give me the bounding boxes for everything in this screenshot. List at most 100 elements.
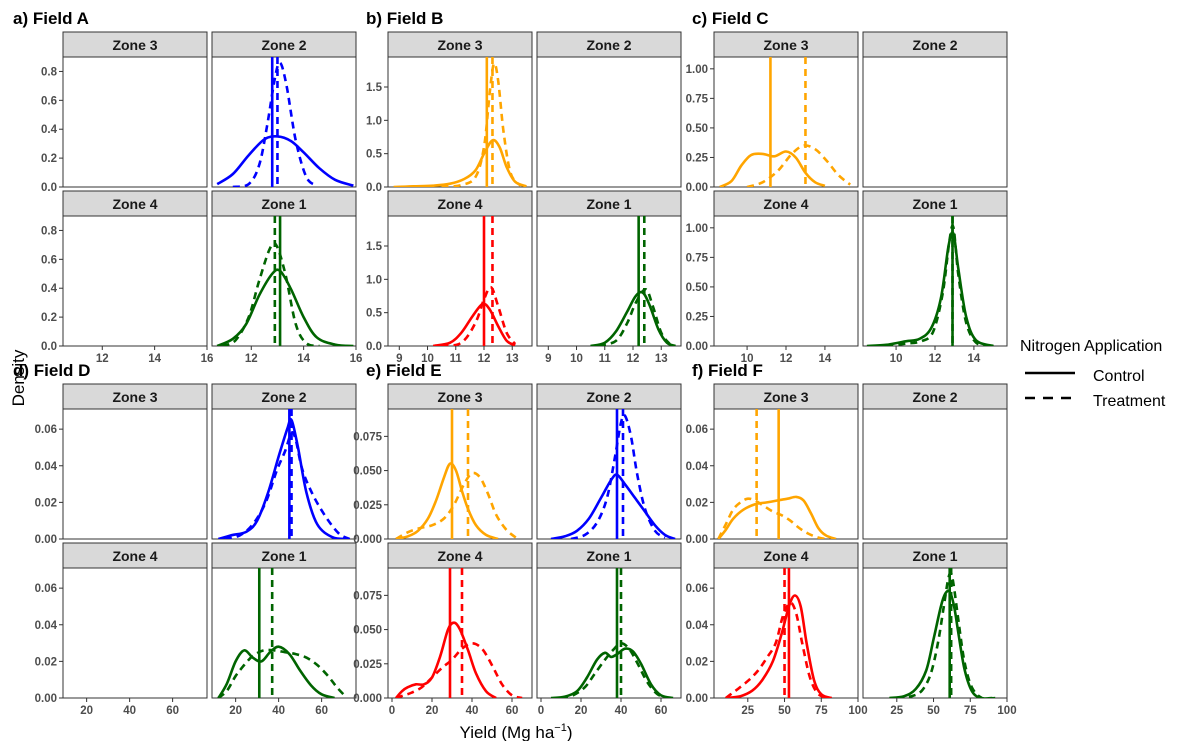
control-density-line bbox=[218, 417, 348, 539]
facet-panel: Zone 2 bbox=[536, 31, 682, 188]
y-tick-label: 0.04 bbox=[35, 620, 58, 632]
facet-plot-area bbox=[536, 408, 682, 540]
x-tick-label: 60 bbox=[315, 705, 328, 717]
x-axis-label-close: ) bbox=[567, 723, 573, 741]
legend: Nitrogen Application Control Treatment bbox=[1020, 338, 1166, 410]
x-tick-label: 20 bbox=[575, 705, 588, 717]
facet-plot-area bbox=[713, 215, 859, 347]
y-tick-label: 0.025 bbox=[353, 659, 382, 671]
facet-strip-label: Zone 4 bbox=[112, 196, 157, 212]
density-layer bbox=[216, 216, 354, 346]
facet-panel: Zone 1 10 12 14 bbox=[862, 190, 1008, 365]
facet-panel: Zone 3 0.00 0.02 0.04 0.06 bbox=[686, 383, 859, 546]
y-tick-label: 0.50 bbox=[686, 282, 708, 294]
y-tick-label: 0.75 bbox=[686, 93, 709, 105]
facet-panel: Zone 3 0.00 0.02 0.04 0.06 bbox=[35, 383, 208, 546]
facet-plot-area bbox=[536, 56, 682, 188]
y-tick-label: 1.0 bbox=[366, 274, 382, 286]
density-layer bbox=[889, 568, 996, 698]
facet-strip-label: Zone 2 bbox=[261, 389, 306, 405]
facet-strip-label: Zone 2 bbox=[586, 37, 631, 53]
y-tick-label: 1.00 bbox=[686, 223, 708, 235]
x-tick-label: 13 bbox=[506, 353, 519, 365]
control-density-line bbox=[395, 462, 499, 539]
y-tick-label: 0.000 bbox=[353, 534, 382, 546]
facet-panel: Zone 1 20 40 60 bbox=[211, 542, 357, 717]
legend-label-treatment: Treatment bbox=[1093, 393, 1166, 410]
facet-strip-label: Zone 4 bbox=[112, 548, 157, 564]
facet-strip bbox=[862, 190, 1008, 217]
y-tick-label: 0.4 bbox=[41, 283, 58, 295]
y-tick-label: 0.8 bbox=[41, 225, 58, 237]
y-tick-label: 0.2 bbox=[41, 153, 57, 165]
y-tick-label: 0.06 bbox=[35, 583, 57, 595]
facet-plot-area bbox=[862, 56, 1008, 188]
facet-plot-area bbox=[862, 408, 1008, 540]
density-layer bbox=[590, 216, 676, 346]
x-tick-label: 60 bbox=[166, 705, 179, 717]
control-density-line bbox=[217, 645, 335, 698]
facet-plot-area bbox=[713, 408, 859, 540]
field-group-1: a) Field A Zone 3 0.0 0.2 0.4 0.6 0.8 Zone 2 Zon… bbox=[13, 9, 362, 365]
facet-strip bbox=[62, 383, 208, 410]
y-tick-label: 0.2 bbox=[41, 312, 57, 324]
x-tick-label: 16 bbox=[350, 353, 363, 365]
control-density-line bbox=[550, 647, 674, 698]
x-tick-label: 14 bbox=[968, 353, 981, 365]
facet-plot-area bbox=[387, 215, 533, 347]
control-density-line bbox=[216, 135, 354, 187]
y-tick-label: 0.02 bbox=[686, 497, 708, 509]
facet-panel: Zone 3 0.00 0.25 0.50 0.75 1.00 bbox=[686, 31, 859, 194]
x-tick-label: 11 bbox=[450, 353, 463, 365]
x-tick-label: 9 bbox=[545, 353, 551, 365]
treatment-density-line bbox=[570, 413, 666, 539]
facet-strip bbox=[387, 31, 533, 58]
y-tick-label: 0.04 bbox=[686, 461, 709, 473]
facet-plot-area bbox=[62, 215, 208, 347]
x-tick-label: 60 bbox=[506, 705, 519, 717]
treatment-density-line bbox=[725, 601, 827, 698]
x-tick-label: 11 bbox=[599, 353, 612, 365]
y-tick-label: 0.04 bbox=[35, 461, 58, 473]
facet-panel: Zone 4 0.000 0.025 0.050 0.075 0 20 40 60 bbox=[353, 542, 533, 717]
x-tick-label: 12 bbox=[245, 353, 258, 365]
density-layer bbox=[550, 409, 676, 539]
y-tick-label: 0.075 bbox=[353, 590, 382, 602]
x-tick-label: 25 bbox=[890, 705, 903, 717]
x-tick-label: 12 bbox=[627, 353, 640, 365]
facet-strip bbox=[536, 190, 682, 217]
density-layer bbox=[395, 568, 523, 698]
facet-panel: Zone 1 0 20 40 60 bbox=[536, 542, 682, 717]
y-tick-label: 0.02 bbox=[35, 497, 57, 509]
facet-panel: Zone 4 0.0 0.5 1.0 1.5 9 10 11 12 13 bbox=[366, 190, 533, 365]
y-tick-label: 0.025 bbox=[353, 500, 382, 512]
y-tick-label: 0.00 bbox=[686, 341, 708, 353]
x-tick-label: 0 bbox=[389, 705, 395, 717]
facet-panel: Zone 4 0.00 0.02 0.04 0.06 25 50 75 100 bbox=[686, 542, 868, 717]
y-tick-label: 0.075 bbox=[353, 431, 382, 443]
x-tick-label: 0 bbox=[538, 705, 544, 717]
treatment-density-line bbox=[232, 61, 318, 187]
x-tick-label: 14 bbox=[819, 353, 832, 365]
density-layer bbox=[866, 216, 994, 346]
x-tick-label: 20 bbox=[426, 705, 439, 717]
y-tick-label: 0.050 bbox=[353, 625, 382, 637]
density-layer bbox=[217, 568, 347, 698]
x-tick-label: 60 bbox=[655, 705, 668, 717]
treatment-density-line bbox=[221, 241, 320, 346]
facet-strip bbox=[387, 190, 533, 217]
facet-strip bbox=[536, 542, 682, 569]
density-layer bbox=[550, 568, 674, 698]
y-tick-label: 0.75 bbox=[686, 252, 709, 264]
facet-strip-label: Zone 1 bbox=[912, 548, 957, 564]
field-group-4: d) Field D Zone 3 0.00 0.02 0.04 0.06 Zone 2 Zo… bbox=[13, 361, 357, 717]
facet-strip-label: Zone 4 bbox=[763, 548, 808, 564]
y-tick-label: 0.00 bbox=[686, 182, 708, 194]
facet-panel: Zone 4 0.00 0.25 0.50 0.75 1.00 10 12 14 bbox=[686, 190, 859, 365]
treatment-density-line bbox=[717, 497, 826, 539]
treatment-density-line bbox=[395, 471, 517, 539]
facet-plot-area bbox=[387, 567, 533, 699]
x-tick-label: 12 bbox=[478, 353, 491, 365]
y-axis-label: Density bbox=[9, 349, 28, 406]
facet-strip bbox=[211, 542, 357, 569]
